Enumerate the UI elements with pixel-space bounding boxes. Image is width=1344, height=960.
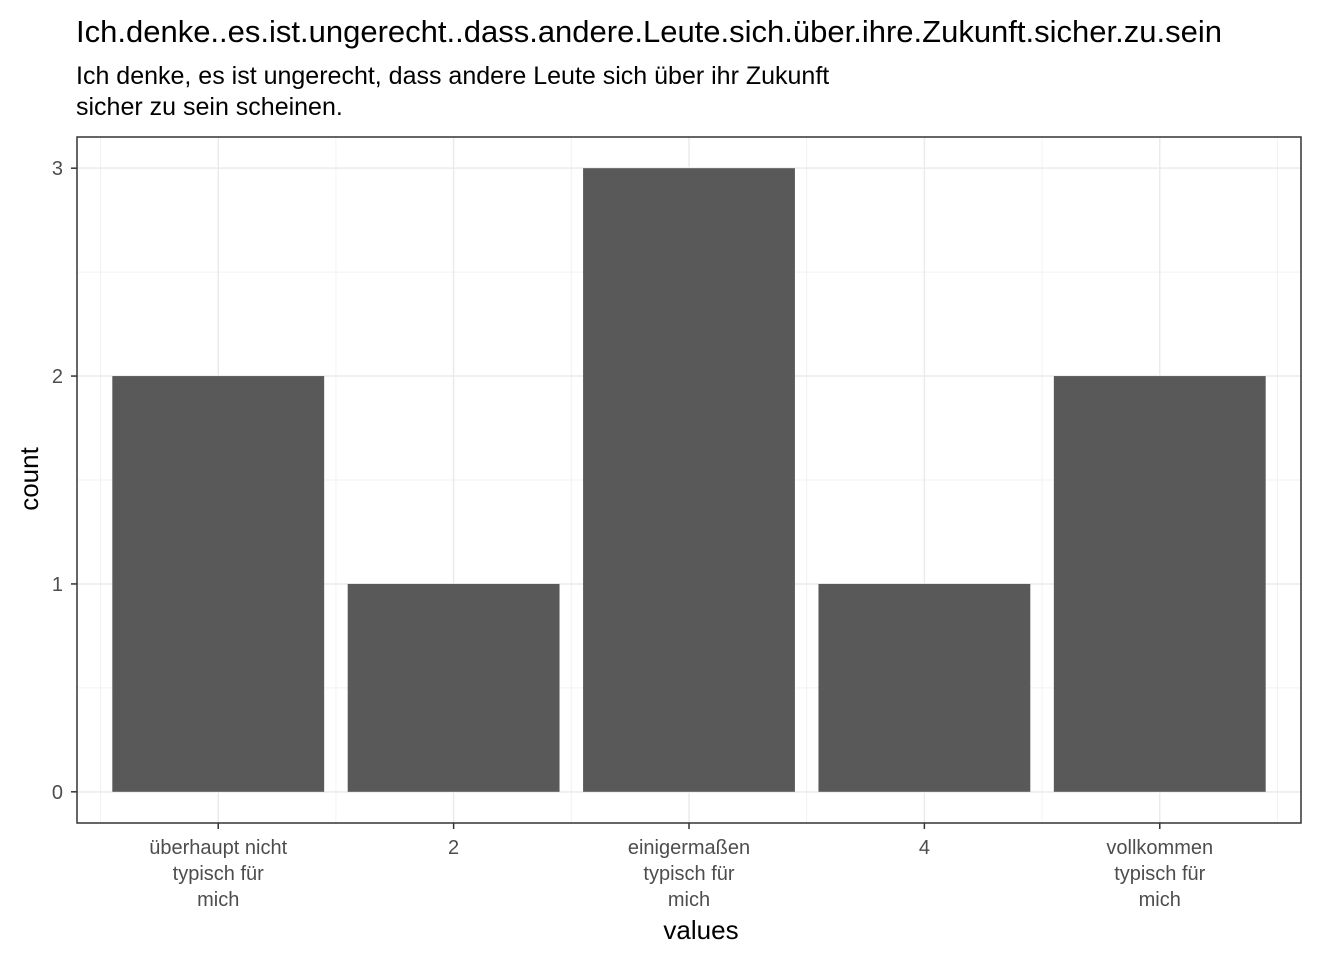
- x-axis-title: values: [663, 915, 738, 945]
- x-tick-label: überhaupt nicht typisch für mich: [149, 837, 287, 911]
- chart-subtitle-line: sicher zu sein scheinen.: [76, 93, 343, 121]
- chart-subtitle: Ich denke, es ist ungerecht, dass andere…: [76, 62, 829, 121]
- bar: [818, 583, 1031, 792]
- y-tick-label: 1: [52, 574, 63, 596]
- bar: [112, 376, 325, 792]
- x-tick-label: 4: [919, 837, 930, 859]
- y-tick-label: 2: [52, 366, 63, 388]
- x-tick-label: einigermaßen typisch für mich: [628, 837, 750, 911]
- bar: [1053, 376, 1266, 792]
- y-axis-title: count: [14, 446, 44, 510]
- x-tick-label: 2: [448, 837, 459, 859]
- bar: [583, 168, 795, 792]
- x-tick-label: vollkommen typisch für mich: [1106, 837, 1213, 911]
- bar: [347, 583, 560, 792]
- chart-subtitle-line: Ich denke, es ist ungerecht, dass andere…: [76, 62, 829, 90]
- y-tick-label: 3: [52, 158, 63, 180]
- plot-area: 0 1 2 3 überhaupt nicht typisch für mich 2 einig…: [52, 136, 1302, 911]
- y-tick-label: 0: [52, 782, 63, 804]
- chart-title: Ich.denke..es.ist.ungerecht..dass.andere…: [76, 14, 1222, 49]
